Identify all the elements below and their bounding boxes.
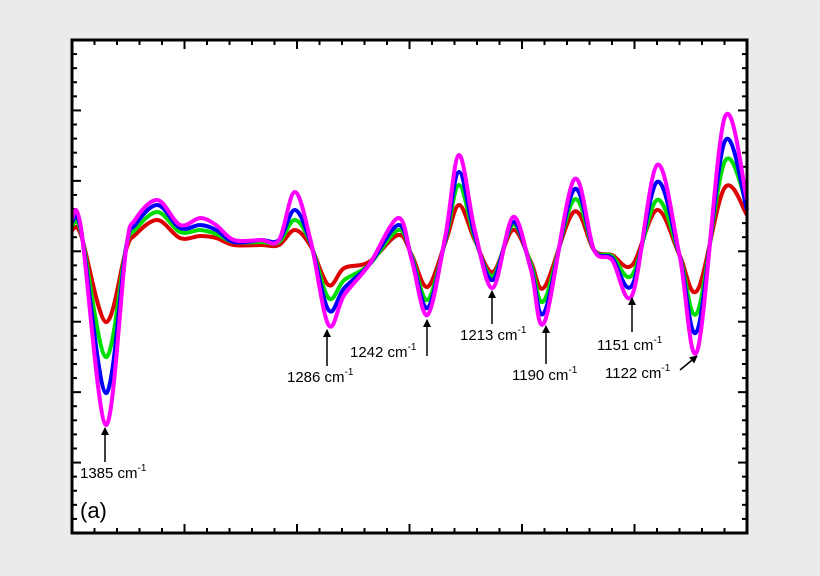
spectrum-line bbox=[70, 112, 749, 428]
plot-area bbox=[72, 40, 747, 533]
annotation-sup: -1 bbox=[568, 365, 577, 376]
panel-label: (a) bbox=[80, 498, 107, 523]
annotation-sup: -1 bbox=[408, 342, 417, 353]
annotation-text: 1286 cm bbox=[287, 369, 345, 386]
annotation-label: 1286 cm-1 bbox=[287, 367, 354, 386]
annotation-sup: -1 bbox=[653, 335, 662, 346]
frame bbox=[70, 38, 749, 535]
annotation-sup: -1 bbox=[661, 363, 670, 374]
annotation-arrow bbox=[679, 355, 698, 371]
annotation-label: 1190 cm-1 bbox=[512, 365, 578, 384]
annotation-text: 1190 cm bbox=[512, 367, 568, 384]
annotation-label: 1122 cm-1 bbox=[605, 363, 671, 382]
curves bbox=[70, 112, 749, 428]
annotation-text: 1122 cm bbox=[605, 365, 661, 382]
annotation-label: 1151 cm-1 bbox=[597, 335, 663, 354]
annotation-sup: -1 bbox=[138, 463, 147, 474]
annotation-sup: -1 bbox=[345, 367, 354, 378]
annotation-text: 1242 cm bbox=[350, 344, 408, 361]
annotation-text: 1213 cm bbox=[460, 327, 518, 344]
annotation-text: 1151 cm bbox=[597, 337, 653, 354]
annotation-label: 1385 cm-1 bbox=[80, 463, 147, 482]
annotation-sup: -1 bbox=[518, 325, 527, 336]
annotation-label: 1242 cm-1 bbox=[350, 342, 417, 361]
annotation-label: 1213 cm-1 bbox=[460, 325, 527, 344]
annotation-text: 1385 cm bbox=[80, 465, 138, 482]
